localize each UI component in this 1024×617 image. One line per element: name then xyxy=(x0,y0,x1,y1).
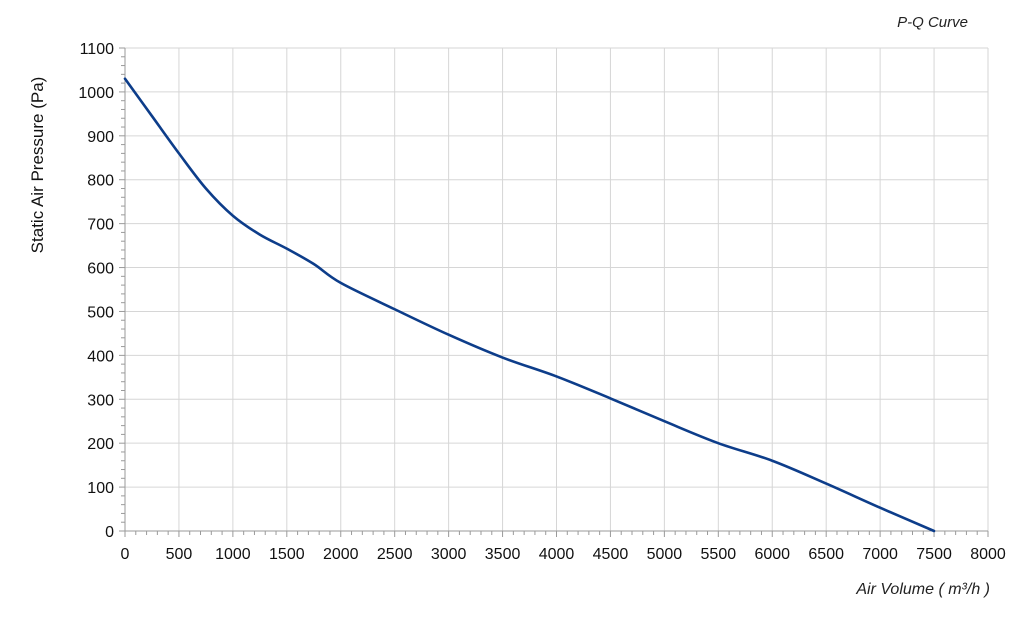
y-tick-label: 600 xyxy=(87,261,114,278)
x-tick-label: 4500 xyxy=(593,546,629,563)
y-tick-label: 400 xyxy=(87,348,114,365)
x-tick-label: 2000 xyxy=(323,546,359,563)
x-tick-label: 2500 xyxy=(377,546,413,563)
y-tick-label: 500 xyxy=(87,304,114,321)
y-axis-title: Static Air Pressure (Pa) xyxy=(28,77,47,254)
x-tick-label: 5500 xyxy=(701,546,737,563)
x-tick-label: 1000 xyxy=(215,546,251,563)
x-tick-label: 3500 xyxy=(485,546,521,563)
x-tick-label: 6000 xyxy=(754,546,790,563)
y-tick-label: 900 xyxy=(87,129,114,146)
y-tick-label: 0 xyxy=(105,524,114,541)
x-tick-label: 7500 xyxy=(916,546,952,563)
y-tick-label: 1000 xyxy=(78,85,114,102)
x-tick-labels: 0 500 1000 1500 2000 2500 3000 3500 4000 4500 5000… xyxy=(121,546,1006,563)
chart-title: P-Q Curve xyxy=(897,14,968,31)
y-tick-label: 800 xyxy=(87,173,114,190)
x-tick-label: 7000 xyxy=(862,546,898,563)
y-tick-label: 200 xyxy=(87,436,114,453)
x-tick-label: 3000 xyxy=(431,546,467,563)
x-tick-label: 4000 xyxy=(539,546,575,563)
x-axis-title: Air Volume ( m³/h ) xyxy=(855,581,990,598)
x-tick-label: 8000 xyxy=(970,546,1006,563)
minor-tick-marks xyxy=(119,47,989,537)
y-tick-label: 100 xyxy=(87,480,114,497)
y-tick-label: 700 xyxy=(87,217,114,234)
x-tick-label: 1500 xyxy=(269,546,305,563)
x-tick-label: 0 xyxy=(121,546,130,563)
y-tick-labels: 0 100 200 300 400 500 600 700 800 900 1000 1100 xyxy=(78,41,114,541)
x-tick-label: 500 xyxy=(166,546,193,563)
x-tick-label: 5000 xyxy=(647,546,683,563)
x-tick-label: 6500 xyxy=(808,546,844,563)
series-line-pq-curve xyxy=(123,77,936,533)
y-tick-label: 300 xyxy=(87,392,114,409)
grid-lines xyxy=(125,47,989,531)
y-tick-label: 1100 xyxy=(80,41,115,58)
